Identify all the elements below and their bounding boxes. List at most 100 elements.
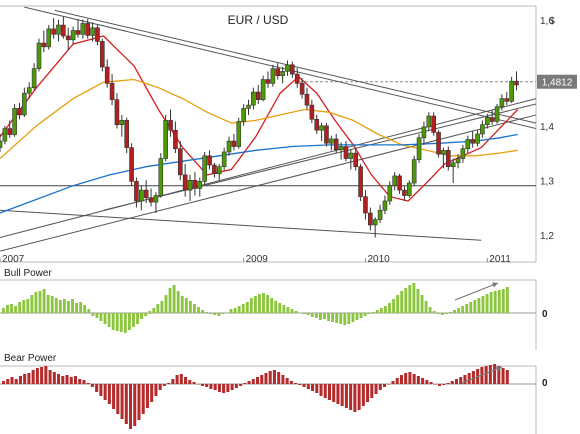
candle-body bbox=[246, 104, 251, 109]
candle-body bbox=[402, 189, 407, 196]
power-bar bbox=[310, 313, 314, 317]
power-bar bbox=[18, 302, 22, 313]
trend-line bbox=[0, 98, 537, 238]
candle-body bbox=[294, 73, 300, 84]
candle-body bbox=[450, 162, 456, 167]
candle-body bbox=[104, 66, 110, 84]
power-bar bbox=[129, 384, 133, 429]
power-bar bbox=[226, 384, 230, 392]
power-bar bbox=[461, 306, 465, 313]
power-bar bbox=[420, 295, 424, 313]
trend-line bbox=[24, 6, 537, 130]
power-bar bbox=[416, 289, 420, 313]
power-bar bbox=[171, 379, 175, 384]
trend-line bbox=[0, 114, 537, 252]
power-bar bbox=[99, 313, 103, 321]
power-bar bbox=[408, 285, 412, 313]
candle-body bbox=[460, 148, 466, 159]
power-bar bbox=[48, 370, 52, 384]
candle-body bbox=[509, 80, 514, 102]
power-bar bbox=[327, 384, 331, 400]
power-bar bbox=[335, 313, 339, 323]
candle-body bbox=[387, 185, 393, 202]
power-bar bbox=[438, 384, 442, 386]
candle-body bbox=[80, 23, 86, 35]
power-bar bbox=[54, 298, 58, 313]
power-bar bbox=[145, 384, 149, 408]
candle-body bbox=[12, 108, 17, 135]
power-bar bbox=[167, 383, 171, 384]
power-bar bbox=[268, 371, 272, 384]
power-bar bbox=[120, 384, 124, 419]
candle-body bbox=[139, 189, 144, 202]
candle-body bbox=[299, 83, 305, 95]
power-bar bbox=[67, 301, 70, 313]
candle-body bbox=[177, 148, 183, 176]
power-bar bbox=[225, 313, 229, 314]
candle-body bbox=[163, 120, 168, 159]
power-bar bbox=[136, 313, 139, 324]
power-bar bbox=[488, 365, 492, 384]
candle-body bbox=[304, 93, 310, 106]
power-bar bbox=[367, 313, 371, 314]
last-price-badge bbox=[537, 74, 577, 89]
candle-body bbox=[255, 91, 261, 100]
power-bar bbox=[253, 296, 257, 313]
power-bar bbox=[424, 301, 428, 313]
power-bar bbox=[281, 375, 285, 384]
candle-body bbox=[377, 209, 383, 220]
power-bar bbox=[180, 296, 184, 313]
power-bar bbox=[384, 306, 387, 313]
power-bar bbox=[277, 372, 281, 384]
power-bar bbox=[184, 377, 188, 384]
power-bar bbox=[10, 377, 14, 384]
bear-power-zero-label: 0 bbox=[542, 378, 548, 389]
x-tick-label: 2011 bbox=[489, 254, 511, 265]
candle-body bbox=[265, 79, 271, 84]
power-bar bbox=[473, 300, 477, 313]
candle-body bbox=[22, 92, 27, 116]
power-bar bbox=[272, 370, 276, 384]
power-bar bbox=[243, 383, 247, 384]
candle-body bbox=[309, 104, 315, 120]
candle-body bbox=[95, 27, 100, 42]
power-bar bbox=[22, 300, 26, 313]
power-bar bbox=[323, 384, 327, 398]
power-bar bbox=[137, 384, 141, 420]
candle-body bbox=[494, 106, 500, 122]
power-bar bbox=[119, 313, 123, 332]
candle-body bbox=[275, 68, 281, 77]
candle-body bbox=[61, 24, 66, 37]
power-bar bbox=[400, 291, 404, 313]
power-bar bbox=[23, 374, 27, 384]
price-plot: 2007 2009 2010 2011 1,4 1,3 1,2 1,6 1,4812 bbox=[0, 5, 577, 265]
power-bar bbox=[95, 384, 99, 392]
power-bar bbox=[425, 380, 429, 384]
power-bar bbox=[319, 384, 323, 396]
power-bar bbox=[188, 380, 192, 384]
power-bar bbox=[193, 304, 196, 313]
power-bar bbox=[179, 374, 183, 384]
bull-power-title: Bull Power bbox=[4, 268, 52, 279]
power-bar bbox=[363, 313, 367, 316]
candle-body bbox=[114, 99, 120, 126]
power-bar bbox=[294, 311, 298, 313]
power-bar bbox=[318, 313, 322, 320]
candle-body bbox=[285, 64, 290, 72]
power-bar bbox=[200, 384, 204, 386]
power-bar bbox=[436, 313, 440, 314]
power-bar bbox=[40, 367, 44, 384]
power-bar bbox=[188, 301, 192, 313]
power-bar bbox=[116, 384, 120, 414]
y-tick-label: 1,6 bbox=[540, 16, 554, 27]
momentum-trend-arrow bbox=[454, 282, 499, 301]
power-bar bbox=[162, 384, 166, 386]
power-bar bbox=[107, 313, 111, 327]
power-bar bbox=[192, 382, 196, 384]
power-bar bbox=[302, 313, 306, 314]
candle-body bbox=[216, 166, 222, 175]
candle-body bbox=[436, 132, 441, 155]
power-bar bbox=[463, 375, 467, 384]
candle-body bbox=[470, 139, 475, 144]
candle-body bbox=[70, 30, 76, 41]
